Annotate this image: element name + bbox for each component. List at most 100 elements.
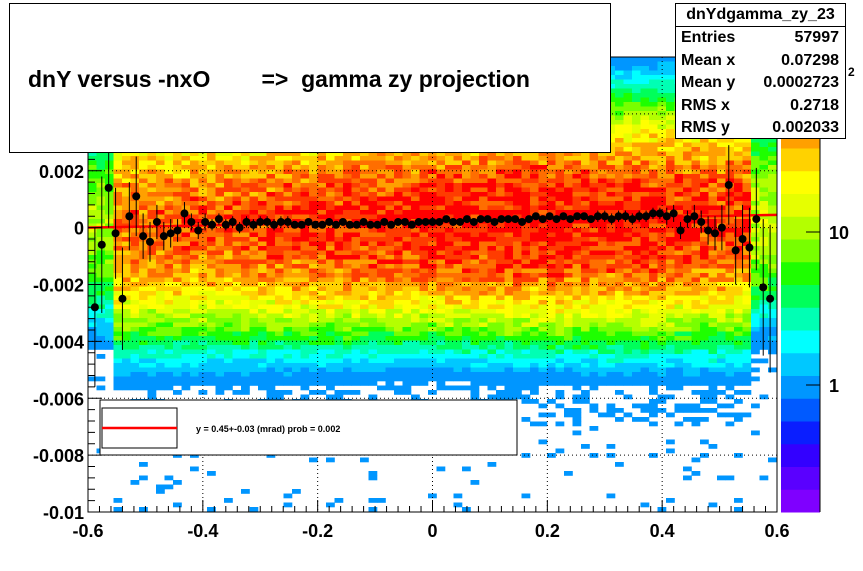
heat-cell (88, 165, 97, 170)
heat-cell (241, 291, 250, 296)
heat-cell (181, 228, 191, 233)
heat-cell (462, 282, 471, 287)
heat-cell (181, 255, 191, 260)
heat-cell (224, 309, 233, 314)
heat-cell (513, 286, 522, 292)
heat-cell (360, 300, 369, 305)
heat-cell (530, 201, 539, 206)
heat-cell (394, 237, 403, 242)
heat-cell (360, 372, 369, 377)
heat-cell (207, 363, 216, 368)
heat-cell (96, 291, 106, 296)
heat-cell (334, 304, 344, 310)
heat-cell (436, 246, 446, 251)
heat-cell (385, 376, 395, 382)
heat-cell (215, 250, 225, 256)
heat-cell (504, 277, 514, 283)
heat-cell (266, 304, 276, 310)
heat-cell (598, 223, 607, 229)
heat-cell (504, 340, 514, 346)
heat-cell (581, 210, 590, 215)
heat-cell (334, 349, 344, 355)
heat-cell (232, 277, 242, 283)
heat-cell (547, 300, 556, 305)
heat-cell (96, 232, 106, 238)
heat-cell (368, 358, 378, 364)
heat-cell (317, 228, 327, 233)
heat-cell (530, 295, 539, 301)
heat-cell (275, 151, 284, 157)
heat-cell (453, 300, 463, 305)
heat-cell (453, 232, 463, 238)
heat-cell (581, 367, 590, 373)
heat-cell (292, 169, 301, 175)
heat-cell (581, 259, 590, 265)
heat-cell (105, 336, 114, 341)
heat-cell (317, 201, 327, 206)
heat-cell (606, 210, 616, 215)
heat-cell (156, 178, 165, 184)
heat-cell (436, 277, 446, 283)
heat-cell (266, 345, 276, 350)
heat-cell (547, 309, 556, 314)
heat-cell (360, 457, 369, 463)
heat-cell (606, 223, 616, 229)
heat-cell (411, 192, 420, 197)
heat-cell (419, 345, 429, 350)
heat-cell (623, 183, 633, 188)
heat-cell (581, 349, 590, 355)
heat-cell (326, 174, 335, 179)
heat-cell (156, 237, 165, 242)
heat-cell (147, 165, 157, 170)
heat-cell (419, 151, 429, 157)
heat-cell (411, 241, 420, 247)
heat-cell (513, 250, 522, 256)
heat-cell (572, 313, 582, 319)
heat-cell (615, 192, 624, 197)
heat-cell (428, 286, 437, 292)
heat-cell (139, 385, 148, 391)
heat-cell (130, 322, 140, 328)
heat-cell (394, 205, 403, 211)
heat-cell (283, 187, 293, 193)
heat-cell (402, 192, 412, 197)
heat-cell (581, 201, 590, 206)
heat-cell (147, 358, 157, 364)
heat-cell (88, 246, 97, 251)
heat-cell (623, 205, 633, 211)
heat-cell (436, 318, 446, 323)
heat-cell (632, 133, 641, 139)
heat-cell (360, 286, 369, 292)
heat-cell (453, 223, 463, 229)
heat-cell (615, 88, 624, 94)
heat-cell (139, 318, 148, 323)
heat-cell (581, 232, 590, 238)
heat-cell (385, 165, 395, 170)
heat-cell (572, 237, 582, 242)
heat-cell (96, 174, 106, 179)
heat-cell (326, 282, 335, 287)
heat-cell (334, 273, 344, 278)
heat-cell (632, 57, 641, 62)
heat-cell (572, 273, 582, 278)
heat-cell (436, 187, 446, 193)
heat-cell (555, 187, 565, 193)
heat-cell (504, 268, 514, 274)
heat-cell (164, 309, 174, 314)
heat-cell (428, 237, 437, 242)
heat-cell (581, 313, 590, 319)
heat-cell (190, 169, 199, 175)
heat-cell (411, 318, 420, 323)
heat-cell (232, 381, 242, 386)
heat-cell (266, 273, 276, 278)
heat-cell (555, 241, 565, 247)
heat-cell (207, 349, 216, 355)
heat-cell (632, 183, 641, 188)
heat-cell (394, 385, 403, 391)
heat-cell (513, 327, 522, 332)
heat-cell (164, 165, 174, 170)
heat-cell (164, 318, 174, 323)
heat-cell (241, 367, 250, 373)
heat-cell (113, 187, 123, 193)
heat-cell (156, 228, 165, 233)
